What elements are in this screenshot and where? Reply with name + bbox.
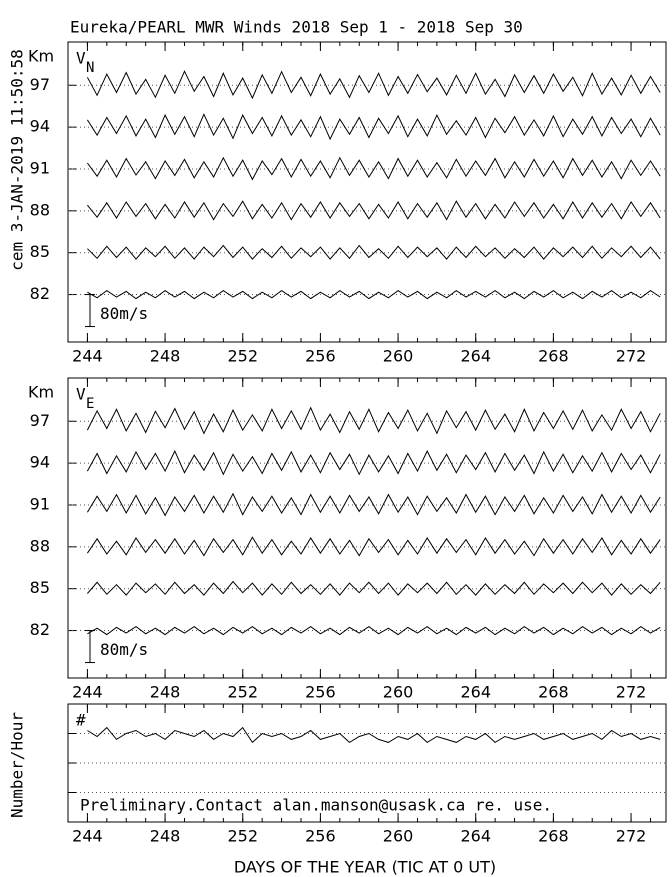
y-tick-label: 94 — [30, 117, 50, 136]
x-tick-label: 248 — [150, 683, 181, 702]
unit-label: Km — [28, 383, 54, 402]
annotation: Preliminary.Contact alan.manson@usask.ca… — [80, 796, 552, 815]
x-tick-label: 256 — [305, 827, 336, 846]
x-tick-label: 248 — [150, 347, 181, 366]
x-tick-label: 244 — [72, 683, 103, 702]
x-tick-label: 244 — [72, 827, 103, 846]
trace — [87, 200, 661, 221]
x-tick-label: 260 — [383, 827, 414, 846]
x-tick-label: 256 — [305, 683, 336, 702]
chart-title: Eureka/PEARL MWR Winds 2018 Sep 1 - 2018… — [70, 18, 523, 37]
trace — [87, 625, 661, 636]
x-tick-label: 268 — [538, 347, 569, 366]
y-tick-label: 88 — [30, 536, 50, 555]
x-tick-label: 252 — [227, 683, 258, 702]
x-axis-label: DAYS OF THE YEAR (TIC AT 0 UT) — [234, 858, 496, 877]
y-tick-label: 88 — [30, 200, 50, 219]
plot-frame — [67, 377, 667, 679]
trace — [86, 406, 661, 435]
x-tick-label: 260 — [383, 683, 414, 702]
trace — [86, 156, 661, 181]
y-tick-label: 91 — [30, 494, 50, 513]
y-axis-label: Number/Hour — [8, 712, 27, 818]
x-tick-label: 252 — [227, 347, 258, 366]
trace — [87, 580, 661, 596]
trace — [86, 492, 661, 517]
x-tick-label: 248 — [150, 827, 181, 846]
x-tick-label: 272 — [616, 827, 647, 846]
x-tick-label: 252 — [227, 827, 258, 846]
panel-label: V — [76, 49, 86, 68]
y-tick-label: 97 — [30, 75, 50, 94]
y-tick-label: 85 — [30, 242, 50, 261]
trace — [86, 449, 661, 476]
trace — [86, 113, 661, 141]
panel-label: V — [76, 385, 86, 404]
trace — [87, 289, 661, 300]
x-tick-label: 264 — [460, 827, 491, 846]
x-tick-label: 272 — [616, 347, 647, 366]
x-tick-label: 264 — [460, 347, 491, 366]
panel-subscript: N — [86, 60, 94, 76]
x-tick-label: 268 — [538, 827, 569, 846]
unit-label: Km — [28, 47, 54, 66]
y-tick-label: 82 — [30, 620, 50, 639]
scale-bar-label: 80m/s — [100, 304, 148, 323]
panel-subscript: E — [86, 396, 94, 412]
y-tick-label: 85 — [30, 578, 50, 597]
x-tick-label: 260 — [383, 347, 414, 366]
y-tick-label: 94 — [30, 453, 50, 472]
x-tick-label: 244 — [72, 347, 103, 366]
trace — [86, 536, 661, 557]
y-tick-label: 91 — [30, 158, 50, 177]
panel-label: # — [76, 711, 86, 730]
trace — [87, 726, 661, 744]
x-tick-label: 256 — [305, 347, 336, 366]
x-tick-label: 268 — [538, 683, 569, 702]
side-text: cem 3-JAN-2019 11:50:58 — [8, 49, 27, 271]
x-tick-label: 264 — [460, 683, 491, 702]
x-tick-label: 272 — [616, 683, 647, 702]
plot-frame — [67, 41, 667, 343]
trace — [87, 244, 661, 260]
scale-bar-label: 80m/s — [100, 640, 148, 659]
y-tick-label: 97 — [30, 411, 50, 430]
trace — [86, 70, 661, 100]
y-tick-label: 82 — [30, 284, 50, 303]
